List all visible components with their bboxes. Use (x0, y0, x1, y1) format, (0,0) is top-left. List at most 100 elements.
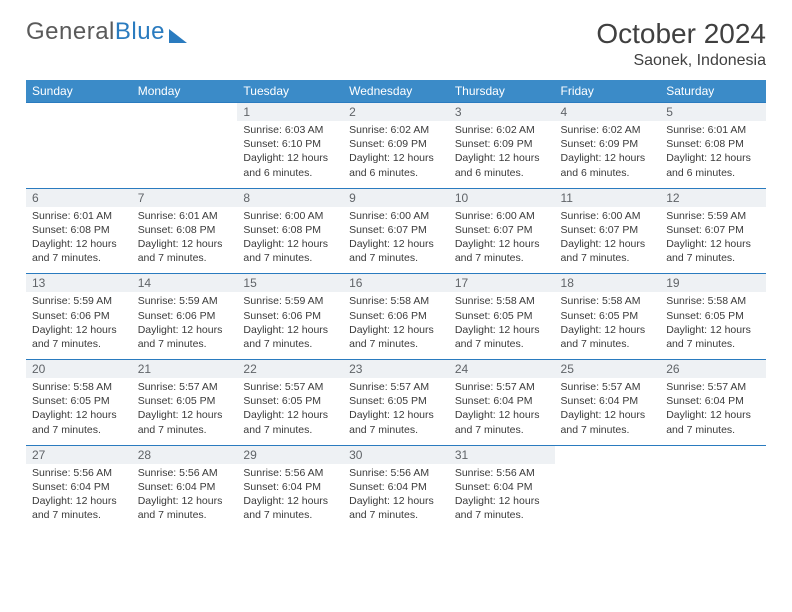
calendar-table: Sunday Monday Tuesday Wednesday Thursday… (26, 80, 766, 530)
day-number: 4 (555, 103, 661, 122)
sunset-text: Sunset: 6:07 PM (349, 223, 443, 237)
sunset-text: Sunset: 6:07 PM (561, 223, 655, 237)
day-text: Sunrise: 5:59 AMSunset: 6:06 PMDaylight:… (132, 292, 238, 359)
sunrise-text: Sunrise: 5:57 AM (666, 380, 760, 394)
day-number: 28 (132, 445, 238, 464)
sunset-text: Sunset: 6:05 PM (243, 394, 337, 408)
day-text: Sunrise: 5:59 AMSunset: 6:07 PMDaylight:… (660, 207, 766, 274)
sunrise-text: Sunrise: 6:00 AM (243, 209, 337, 223)
daylight-text: Daylight: 12 hours and 7 minutes. (138, 237, 232, 265)
sunset-text: Sunset: 6:09 PM (349, 137, 443, 151)
sunset-text: Sunset: 6:04 PM (243, 480, 337, 494)
daylight-text: Daylight: 12 hours and 6 minutes. (455, 151, 549, 179)
sunset-text: Sunset: 6:07 PM (455, 223, 549, 237)
sunset-text: Sunset: 6:10 PM (243, 137, 337, 151)
dayhead-tue: Tuesday (237, 80, 343, 103)
day-text: Sunrise: 5:57 AMSunset: 6:04 PMDaylight:… (660, 378, 766, 445)
daylight-text: Daylight: 12 hours and 7 minutes. (666, 408, 760, 436)
daynum-row: 6789101112 (26, 188, 766, 207)
sunset-text: Sunset: 6:05 PM (561, 309, 655, 323)
day-number: 17 (449, 274, 555, 293)
day-text: Sunrise: 5:59 AMSunset: 6:06 PMDaylight:… (237, 292, 343, 359)
daylight-text: Daylight: 12 hours and 7 minutes. (138, 323, 232, 351)
day-number: 16 (343, 274, 449, 293)
sunrise-text: Sunrise: 5:57 AM (243, 380, 337, 394)
day-number: 7 (132, 188, 238, 207)
daylight-text: Daylight: 12 hours and 6 minutes. (349, 151, 443, 179)
day-number: 9 (343, 188, 449, 207)
day-text: Sunrise: 5:58 AMSunset: 6:05 PMDaylight:… (449, 292, 555, 359)
daylight-text: Daylight: 12 hours and 7 minutes. (243, 494, 337, 522)
sunset-text: Sunset: 6:08 PM (32, 223, 126, 237)
day-text: Sunrise: 6:00 AMSunset: 6:07 PMDaylight:… (449, 207, 555, 274)
sunrise-text: Sunrise: 5:56 AM (455, 466, 549, 480)
sunrise-text: Sunrise: 6:02 AM (561, 123, 655, 137)
sunrise-text: Sunrise: 5:57 AM (349, 380, 443, 394)
sunset-text: Sunset: 6:08 PM (138, 223, 232, 237)
day-number (132, 103, 238, 122)
dayhead-mon: Monday (132, 80, 238, 103)
daytext-row: Sunrise: 5:59 AMSunset: 6:06 PMDaylight:… (26, 292, 766, 359)
day-text: Sunrise: 6:01 AMSunset: 6:08 PMDaylight:… (132, 207, 238, 274)
day-text (555, 464, 661, 531)
daynum-row: 2728293031 (26, 445, 766, 464)
sunset-text: Sunset: 6:05 PM (138, 394, 232, 408)
day-text: Sunrise: 6:00 AMSunset: 6:07 PMDaylight:… (343, 207, 449, 274)
daylight-text: Daylight: 12 hours and 7 minutes. (349, 408, 443, 436)
sunrise-text: Sunrise: 5:56 AM (349, 466, 443, 480)
day-number (660, 445, 766, 464)
sunrise-text: Sunrise: 5:57 AM (455, 380, 549, 394)
day-number: 2 (343, 103, 449, 122)
sunset-text: Sunset: 6:04 PM (32, 480, 126, 494)
day-text: Sunrise: 5:57 AMSunset: 6:04 PMDaylight:… (449, 378, 555, 445)
logo-triangle-icon (169, 29, 187, 43)
sunset-text: Sunset: 6:04 PM (455, 480, 549, 494)
day-text: Sunrise: 5:59 AMSunset: 6:06 PMDaylight:… (26, 292, 132, 359)
day-number: 22 (237, 360, 343, 379)
daylight-text: Daylight: 12 hours and 7 minutes. (32, 494, 126, 522)
day-text: Sunrise: 5:57 AMSunset: 6:04 PMDaylight:… (555, 378, 661, 445)
sunrise-text: Sunrise: 6:02 AM (455, 123, 549, 137)
sunrise-text: Sunrise: 6:01 AM (666, 123, 760, 137)
sunset-text: Sunset: 6:09 PM (561, 137, 655, 151)
sunset-text: Sunset: 6:05 PM (32, 394, 126, 408)
sunrise-text: Sunrise: 5:58 AM (455, 294, 549, 308)
sunrise-text: Sunrise: 5:59 AM (243, 294, 337, 308)
daylight-text: Daylight: 12 hours and 7 minutes. (455, 408, 549, 436)
daytext-row: Sunrise: 6:01 AMSunset: 6:08 PMDaylight:… (26, 207, 766, 274)
daylight-text: Daylight: 12 hours and 7 minutes. (349, 494, 443, 522)
sunset-text: Sunset: 6:06 PM (32, 309, 126, 323)
title-block: October 2024 Saonek, Indonesia (596, 18, 766, 70)
dayhead-sat: Saturday (660, 80, 766, 103)
daylight-text: Daylight: 12 hours and 7 minutes. (561, 237, 655, 265)
brand-logo: General Blue (26, 18, 187, 46)
day-number: 19 (660, 274, 766, 293)
sunset-text: Sunset: 6:06 PM (243, 309, 337, 323)
day-number: 21 (132, 360, 238, 379)
daylight-text: Daylight: 12 hours and 7 minutes. (32, 323, 126, 351)
day-number: 11 (555, 188, 661, 207)
sunset-text: Sunset: 6:04 PM (561, 394, 655, 408)
sunset-text: Sunset: 6:07 PM (666, 223, 760, 237)
dayhead-thu: Thursday (449, 80, 555, 103)
day-text: Sunrise: 5:56 AMSunset: 6:04 PMDaylight:… (26, 464, 132, 531)
daylight-text: Daylight: 12 hours and 7 minutes. (666, 237, 760, 265)
sunrise-text: Sunrise: 5:56 AM (32, 466, 126, 480)
day-text: Sunrise: 5:58 AMSunset: 6:05 PMDaylight:… (26, 378, 132, 445)
day-number: 23 (343, 360, 449, 379)
day-text: Sunrise: 5:56 AMSunset: 6:04 PMDaylight:… (449, 464, 555, 531)
dayhead-sun: Sunday (26, 80, 132, 103)
sunrise-text: Sunrise: 5:59 AM (138, 294, 232, 308)
sunrise-text: Sunrise: 6:00 AM (349, 209, 443, 223)
day-number: 25 (555, 360, 661, 379)
brand-word1: General (26, 18, 115, 46)
day-text (26, 121, 132, 188)
day-text: Sunrise: 6:02 AMSunset: 6:09 PMDaylight:… (449, 121, 555, 188)
day-text (132, 121, 238, 188)
sunrise-text: Sunrise: 6:01 AM (138, 209, 232, 223)
day-number: 8 (237, 188, 343, 207)
daytext-row: Sunrise: 5:56 AMSunset: 6:04 PMDaylight:… (26, 464, 766, 531)
day-text: Sunrise: 5:56 AMSunset: 6:04 PMDaylight:… (132, 464, 238, 531)
day-text: Sunrise: 6:03 AMSunset: 6:10 PMDaylight:… (237, 121, 343, 188)
day-number: 6 (26, 188, 132, 207)
